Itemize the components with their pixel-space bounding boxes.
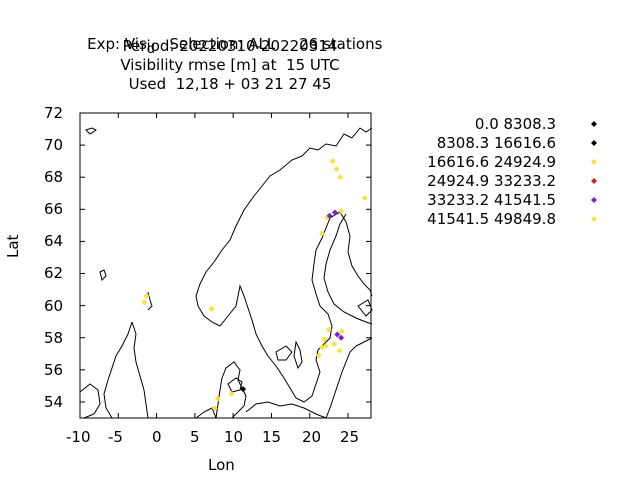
station-marker (336, 347, 343, 354)
x-axis-ticks (79, 113, 349, 418)
legend-marker (591, 140, 597, 146)
legend-marker (591, 121, 597, 127)
station-marker (228, 390, 235, 397)
y-tick-label: 56 (44, 361, 64, 379)
britain-coastline (103, 321, 149, 419)
station-marker (361, 195, 368, 202)
station-marker (214, 395, 221, 402)
station-marker (321, 336, 328, 343)
lake-ladoga (357, 299, 373, 317)
station-marker (208, 305, 215, 312)
zealand-coastline (227, 377, 243, 393)
legend-marker (591, 216, 597, 222)
title-period: Period: 20220310-20220314 (122, 37, 338, 55)
station-marker (331, 341, 338, 348)
legend-entry-label: 41541.5 49849.8 (427, 210, 556, 228)
y-axis-ticks (80, 112, 371, 403)
central-europe-coast (195, 401, 327, 419)
y-tick-label: 66 (44, 200, 64, 218)
ireland-coastline (79, 383, 101, 419)
x-tick-label: 20 (302, 428, 322, 446)
station-markers (141, 158, 368, 412)
station-marker (332, 209, 339, 216)
y-tick-label: 70 (44, 136, 64, 154)
legend-entry-label: 8308.3 16616.6 (436, 134, 556, 152)
title-exp-subscript: d (146, 42, 156, 57)
station-marker (338, 328, 345, 335)
station-marker (322, 342, 329, 349)
y-tick-label: 60 (44, 297, 64, 315)
baltic-coast (325, 337, 373, 419)
station-marker (338, 207, 345, 214)
denmark-coastline (215, 361, 247, 419)
station-marker (318, 230, 325, 237)
station-marker (325, 326, 332, 333)
title-exp: Exp: Vis (87, 35, 147, 53)
x-tick-label: -5 (108, 428, 123, 446)
legend-marker (591, 159, 597, 165)
title-variable: Visibility rmse [m] at 15 UTC (120, 56, 340, 74)
x-tick-label: 10 (224, 428, 244, 446)
title-used: Used 12,18 + 03 21 27 45 (128, 75, 332, 93)
plot-frame (79, 112, 372, 419)
station-marker (337, 174, 344, 181)
legend-entry-label: 24924.9 33233.2 (427, 172, 556, 190)
lake-vattern (293, 340, 303, 370)
legend-markers (591, 121, 597, 222)
x-tick-label: 0 (152, 428, 162, 446)
x-tick-label: 5 (190, 428, 200, 446)
station-marker (326, 212, 333, 219)
title-selection: Selection: ALL 26 stations (155, 35, 383, 53)
x-tick-label: -10 (66, 428, 91, 446)
y-tick-label: 62 (44, 264, 64, 282)
y-tick-label: 68 (44, 168, 64, 186)
coastlines (79, 127, 373, 419)
y-tick-label: 72 (44, 104, 64, 122)
station-marker (141, 299, 148, 306)
station-marker (143, 293, 150, 299)
legend-entry-label: 16616.6 24924.9 (427, 153, 556, 171)
title-line-1: Exp: Visd Selection: ALL 26 stations (0, 17, 460, 59)
lake-vanern (275, 345, 293, 361)
scandinavia-coastline (195, 127, 373, 403)
station-marker (333, 166, 340, 173)
shetland-islands (147, 291, 153, 311)
small-island-north (85, 127, 97, 135)
x-tick-label: 15 (262, 428, 282, 446)
station-marker (315, 352, 322, 359)
x-axis-title: Lon (208, 456, 235, 474)
station-marker (334, 331, 341, 338)
station-marker (338, 334, 345, 341)
station-marker (329, 158, 336, 165)
legend-marker (591, 197, 597, 203)
legend-entry-label: 0.0 8308.3 (474, 115, 556, 133)
station-marker (240, 386, 247, 393)
x-tick-label: 25 (340, 428, 360, 446)
legend-entry-label: 33233.2 41541.5 (427, 191, 556, 209)
station-marker (211, 405, 218, 412)
y-tick-label: 58 (44, 329, 64, 347)
legend-marker (591, 178, 597, 184)
y-tick-label: 54 (44, 393, 64, 411)
y-tick-label: 64 (44, 232, 64, 250)
faroe-islands (99, 269, 107, 281)
finland-west-coast (323, 213, 373, 325)
